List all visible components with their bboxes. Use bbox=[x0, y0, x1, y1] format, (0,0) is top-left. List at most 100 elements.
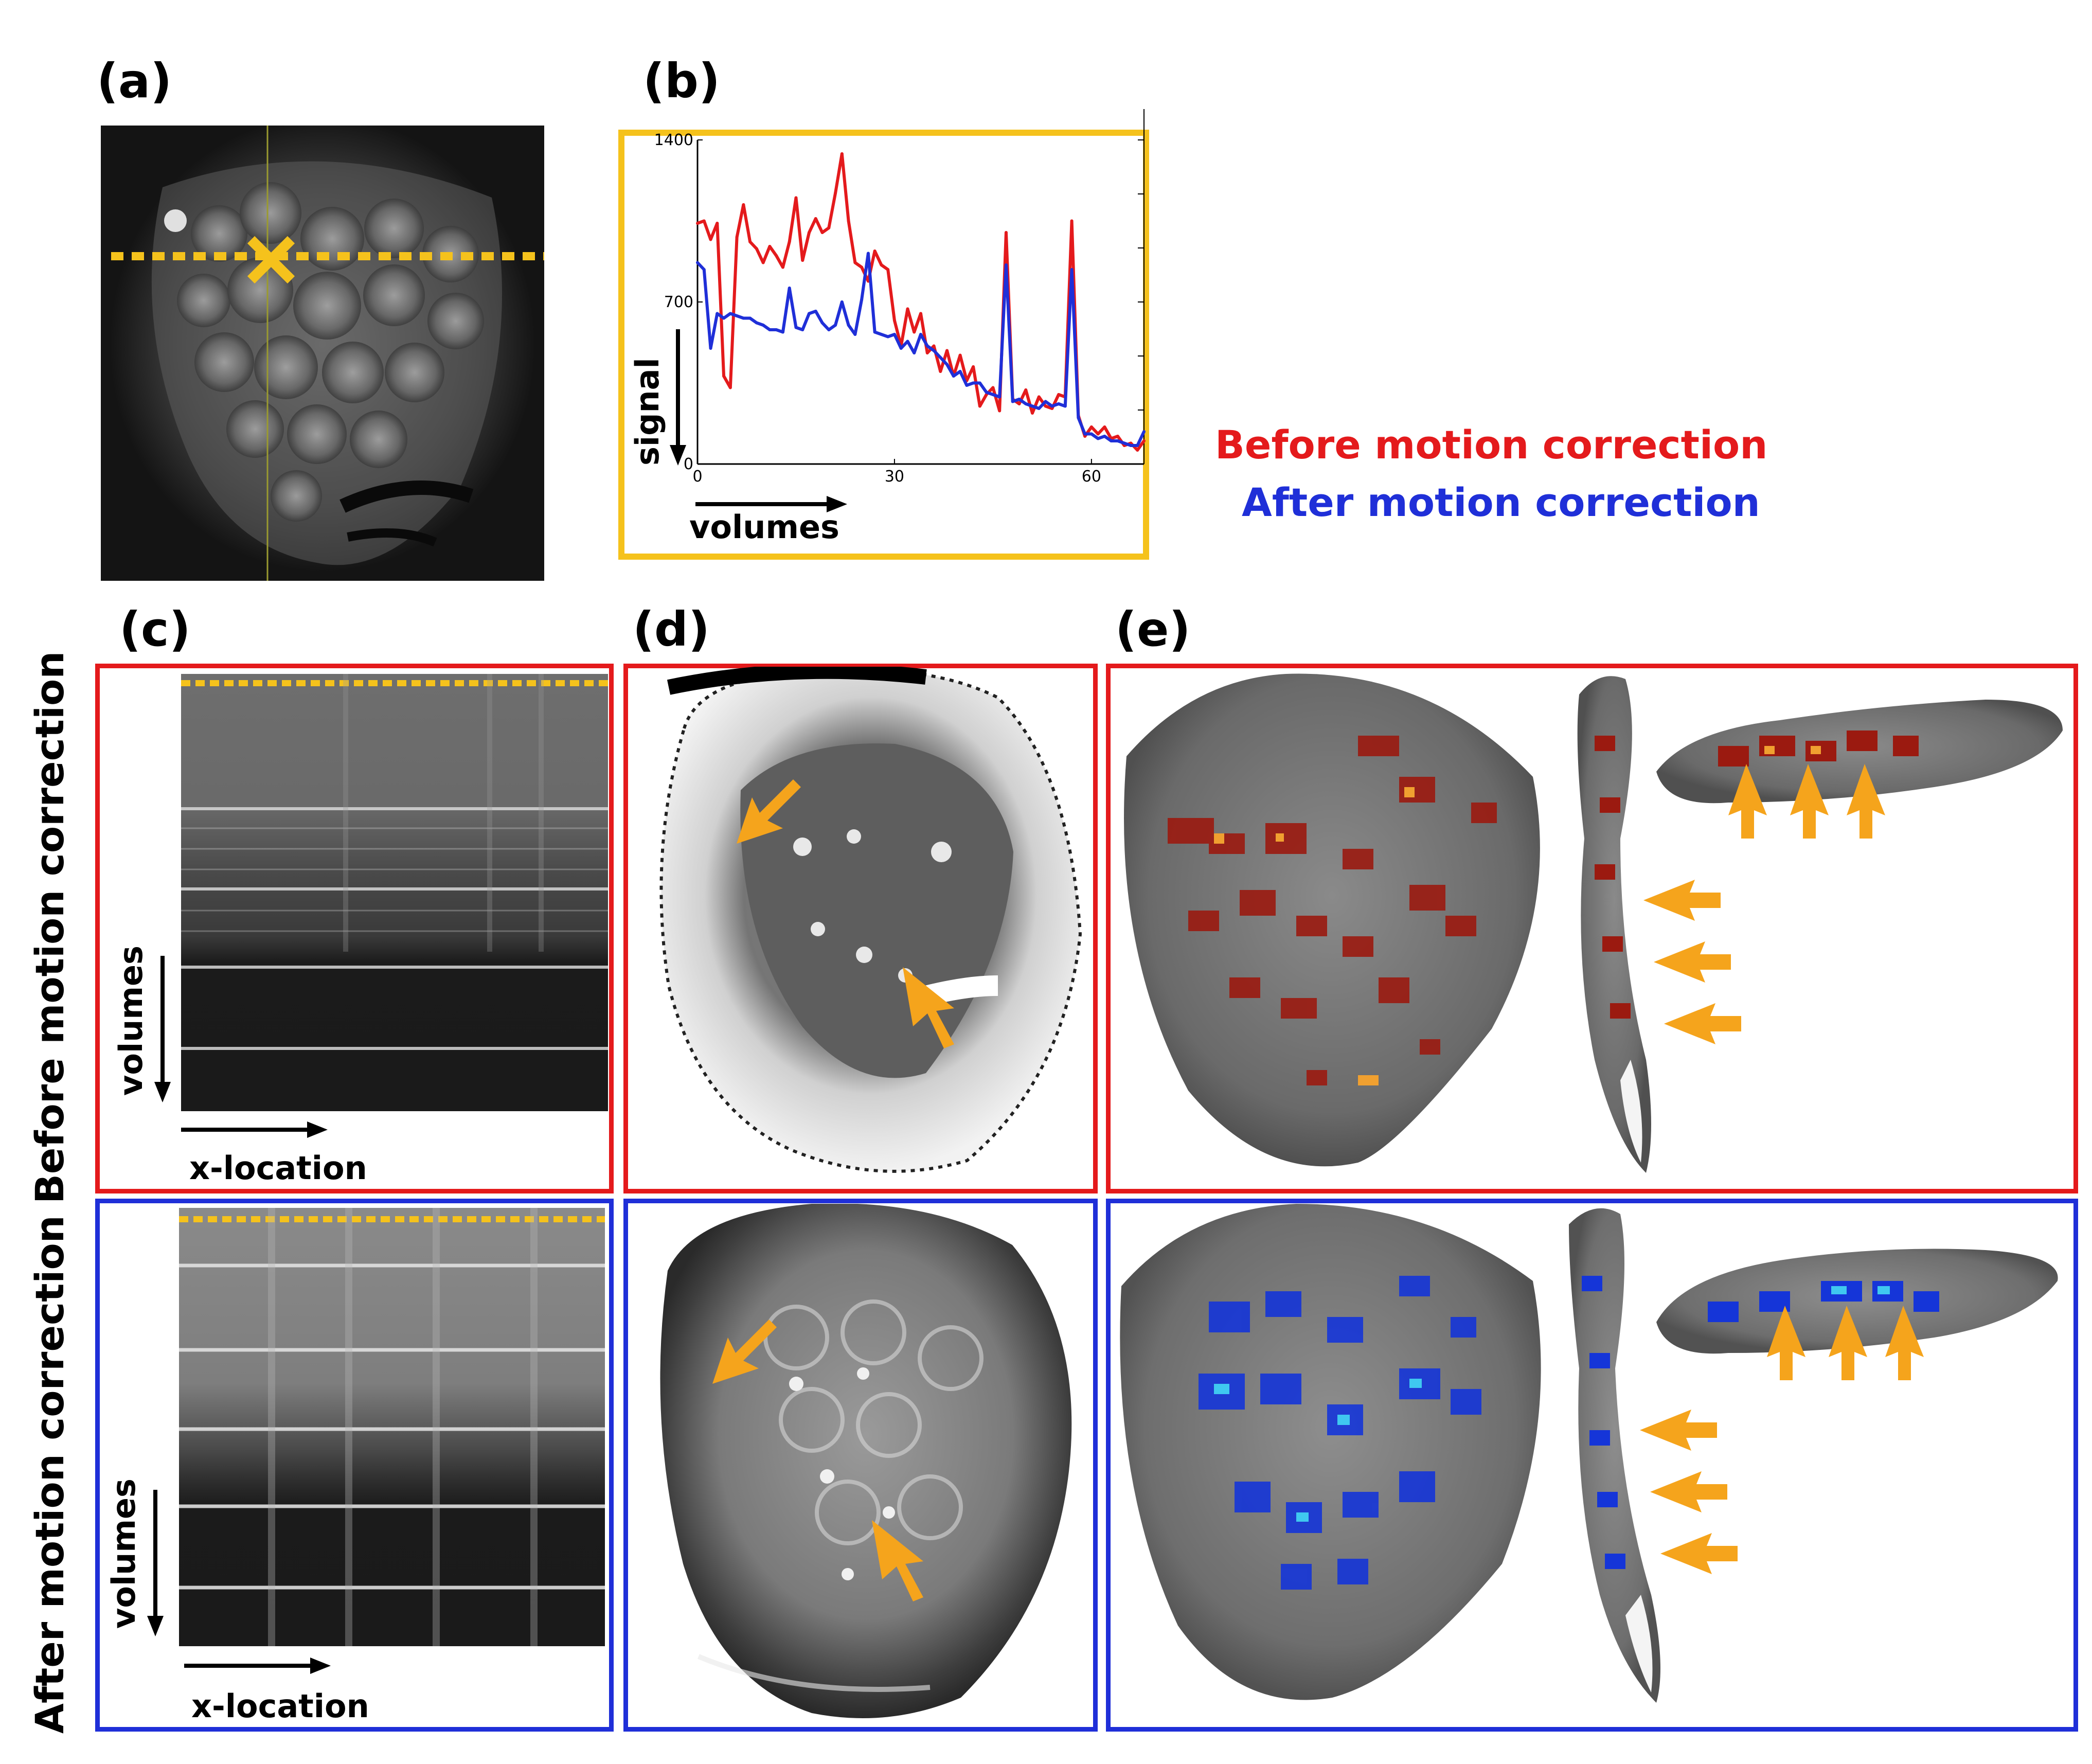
row-title-before: Before motion correction bbox=[27, 651, 73, 1204]
chart-point-before bbox=[728, 386, 732, 389]
chart-point-after bbox=[886, 335, 890, 338]
chart-point-before bbox=[775, 254, 778, 257]
chart-point-before bbox=[1096, 432, 1100, 436]
chart-y-tick-label: 700 bbox=[664, 293, 693, 311]
chart-point-after bbox=[1024, 402, 1028, 405]
chart-point-after bbox=[906, 340, 909, 343]
chart-point-before bbox=[794, 196, 798, 200]
chart-point-before bbox=[1103, 425, 1106, 429]
chart-point-before bbox=[1050, 407, 1054, 410]
chart-point-after bbox=[1142, 430, 1146, 433]
chart-point-before bbox=[834, 191, 837, 195]
panel-c-after-frame bbox=[95, 1199, 614, 1732]
chart-y-tick-label: 0 bbox=[684, 455, 693, 473]
chart-point-after bbox=[742, 316, 745, 320]
chart-point-before bbox=[880, 263, 883, 266]
panel-c-after-image bbox=[179, 1208, 605, 1646]
panel-label-e: (e) bbox=[1115, 602, 1191, 657]
chart-point-before bbox=[1116, 435, 1119, 438]
chart-point-before bbox=[1031, 412, 1034, 415]
panel-label-d: (d) bbox=[633, 602, 710, 657]
panel-e-after-arrows-left bbox=[1640, 1410, 1738, 1574]
chart-point-before bbox=[1070, 219, 1074, 223]
chart-point-after bbox=[978, 381, 981, 385]
panel-d-after-arrow-2 bbox=[872, 1520, 923, 1601]
chart-point-after bbox=[991, 393, 995, 396]
chart-point-after bbox=[1037, 407, 1041, 410]
chart-point-after bbox=[1116, 439, 1119, 442]
chart-point-after bbox=[834, 324, 837, 327]
panel-label-c: (c) bbox=[119, 602, 191, 657]
chart-point-after bbox=[892, 333, 896, 336]
chart-point-after bbox=[1050, 404, 1054, 408]
chart-point-after bbox=[965, 384, 969, 387]
chart-point-after bbox=[788, 287, 791, 290]
chart-xlabel: volumes bbox=[689, 508, 839, 546]
chart-point-after bbox=[998, 395, 1002, 399]
legend-before: Before motion correction bbox=[1215, 422, 1768, 468]
chart-point-after bbox=[985, 390, 988, 394]
legend-after: After motion correction bbox=[1242, 479, 1760, 525]
panel-d-before-image bbox=[659, 667, 1082, 1173]
chart-y-tick-label: 1400 bbox=[654, 131, 693, 149]
panel-e-after-image bbox=[1120, 1204, 2058, 1703]
chart-point-before bbox=[814, 217, 817, 220]
chart-point-after bbox=[768, 328, 772, 331]
chart-point-before bbox=[1024, 388, 1028, 391]
chart-point-after bbox=[696, 261, 699, 264]
chart-point-after bbox=[755, 321, 758, 325]
chart-point-after bbox=[702, 268, 706, 271]
chart-point-after bbox=[801, 328, 804, 331]
chart-point-before bbox=[991, 386, 995, 389]
chart-point-before bbox=[860, 265, 864, 269]
panel-c-before-xloc-arrow bbox=[181, 1121, 328, 1138]
chart-point-after bbox=[814, 310, 817, 313]
chart-point-before bbox=[919, 312, 922, 315]
chart-point-after bbox=[919, 333, 922, 336]
chart-point-after bbox=[709, 347, 712, 350]
chart-point-after bbox=[860, 298, 864, 301]
row-title-after: After motion correction bbox=[27, 1215, 73, 1734]
chart-point-after bbox=[820, 321, 824, 325]
panel-d-after-image bbox=[660, 1204, 1072, 1718]
chart-point-after bbox=[913, 351, 916, 354]
chart-point-before bbox=[886, 268, 890, 271]
chart-point-before bbox=[1057, 393, 1061, 396]
panel-c-before-volumes-arrow bbox=[154, 956, 171, 1102]
chart-point-after bbox=[1077, 416, 1080, 419]
chart-point-after bbox=[1089, 432, 1093, 436]
chart-point-before bbox=[873, 250, 877, 253]
chart-point-after bbox=[880, 333, 883, 336]
chart-point-before bbox=[742, 203, 745, 206]
chart-point-before bbox=[958, 353, 962, 357]
chart-point-before bbox=[978, 404, 981, 408]
chart-point-before bbox=[892, 319, 896, 322]
chart-point-after bbox=[939, 356, 942, 359]
chart-point-before bbox=[1037, 395, 1041, 399]
chart-point-before bbox=[840, 152, 844, 155]
panel-c-after-volumes-arrow bbox=[147, 1490, 164, 1636]
chart-point-after bbox=[853, 333, 857, 336]
panel-e-before-image bbox=[1124, 673, 2063, 1173]
chart-point-after bbox=[925, 344, 929, 348]
chart-point-before bbox=[925, 351, 929, 354]
chart-series bbox=[696, 152, 1146, 452]
chart-point-after bbox=[1011, 400, 1014, 403]
chart-point-after bbox=[899, 347, 903, 350]
chart-point-before bbox=[755, 247, 758, 251]
chart-point-before bbox=[1142, 439, 1146, 442]
chart-point-after bbox=[1103, 435, 1106, 438]
chart-point-before bbox=[709, 238, 712, 241]
chart-point-before bbox=[853, 261, 857, 264]
chart-point-before bbox=[716, 222, 719, 225]
panel-e-after-arrows-up bbox=[1767, 1306, 1924, 1380]
chart-point-after bbox=[781, 330, 784, 334]
panel-c-after-volumes-label: volumes bbox=[105, 1478, 142, 1629]
chart-x-tick-label: 30 bbox=[885, 468, 904, 486]
chart-point-after bbox=[761, 324, 765, 327]
panel-e-before-arrows-left bbox=[1643, 880, 1741, 1044]
chart-point-before bbox=[801, 259, 804, 262]
panel-b-chart: 0 700 1400 0 30 60 bbox=[654, 109, 1146, 486]
chart-point-before bbox=[696, 222, 699, 225]
chart-point-after bbox=[1122, 441, 1126, 445]
